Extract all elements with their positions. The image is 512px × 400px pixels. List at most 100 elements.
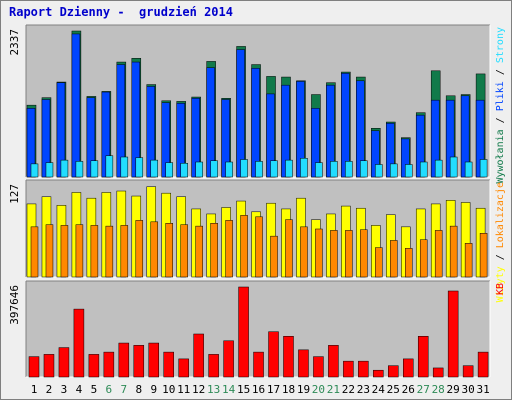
x-tick-label-day-31: 31 [476, 383, 489, 396]
x-tick-label-day-7: 7 [121, 383, 128, 396]
x-tick-label-day-3: 3 [61, 383, 68, 396]
bar-strony-day-16 [255, 161, 263, 178]
bar-sites-day-15 [240, 215, 248, 278]
legend-entry-1: KB [495, 283, 506, 295]
legend-separator: / [495, 111, 506, 129]
bar-strony-day-5 [90, 160, 99, 178]
bar-kb-day-28 [432, 367, 444, 378]
panel-3-legend: KB [495, 283, 506, 295]
x-tick-label-day-16: 16 [252, 383, 265, 396]
legend-entry-2: Lokalizacje [495, 182, 506, 248]
bar-strony-day-8 [135, 157, 144, 178]
x-tick-label-day-1: 1 [31, 383, 38, 396]
bar-kb-day-11 [178, 358, 189, 378]
x-tick-label-day-28: 28 [432, 383, 445, 396]
bar-sites-day-1 [30, 226, 39, 278]
bar-strony-day-11 [180, 163, 188, 178]
bar-strony-day-21 [330, 161, 338, 178]
bar-sites-day-7 [120, 225, 129, 278]
bar-kb-day-27 [417, 336, 429, 378]
panel-1-legend: Wywołania / Pliki / Strony [495, 27, 506, 184]
bar-strony-day-18 [285, 159, 293, 178]
bar-strony-day-30 [464, 161, 473, 178]
x-tick-label-day-22: 22 [342, 383, 355, 396]
x-tick-label-day-5: 5 [91, 383, 98, 396]
bar-sites-day-27 [419, 239, 428, 278]
bar-sites-day-10 [165, 223, 173, 278]
panel-1-max-label: 2337 [8, 29, 21, 56]
bar-strony-day-1 [30, 163, 39, 178]
bar-strony-day-13 [210, 160, 218, 178]
x-tick-label-day-10: 10 [162, 383, 175, 396]
bar-strony-day-17 [270, 160, 278, 178]
bar-sites-day-29 [449, 225, 458, 278]
bar-strony-day-23 [360, 160, 368, 178]
bar-kb-day-21 [328, 345, 339, 378]
panel-2-legend: Wizyty / Lokalizacje [495, 182, 506, 302]
bar-sites-day-3 [60, 225, 69, 278]
bar-kb-day-22 [343, 360, 354, 378]
x-tick-label-day-2: 2 [46, 383, 53, 396]
bar-kb-day-29 [447, 290, 459, 378]
bar-sites-day-24 [375, 247, 383, 278]
bar-kb-day-23 [358, 360, 369, 378]
bar-pliki-day-15 [236, 49, 245, 178]
bar-sites-day-23 [360, 229, 368, 278]
bar-sites-day-22 [345, 230, 353, 278]
bar-strony-day-26 [405, 164, 413, 178]
bar-strony-day-28 [434, 159, 443, 178]
bar-kb-day-2 [43, 354, 55, 378]
bar-kb-day-19 [298, 349, 309, 378]
bar-strony-day-4 [75, 161, 84, 178]
legend-entry-2: Pliki [495, 81, 506, 111]
bar-strony-day-2 [45, 162, 54, 178]
bar-kb-day-25 [388, 365, 399, 378]
x-tick-label-day-24: 24 [372, 383, 386, 396]
bar-strony-day-22 [345, 161, 353, 178]
bar-sites-day-21 [330, 230, 338, 278]
bar-sites-day-8 [135, 220, 144, 278]
bar-sites-day-6 [105, 225, 114, 278]
x-tick-label-day-4: 4 [76, 383, 83, 396]
x-tick-label-day-25: 25 [387, 383, 400, 396]
bar-kb-day-12 [193, 333, 204, 378]
bar-strony-day-12 [195, 161, 203, 178]
bar-kb-day-15 [238, 286, 249, 378]
x-tick-label-day-19: 19 [297, 383, 310, 396]
x-tick-label-day-12: 12 [192, 383, 205, 396]
panel-2-max-label: 127 [8, 184, 21, 204]
x-tick-label-day-13: 13 [207, 383, 220, 396]
bar-sites-day-26 [405, 248, 413, 278]
bar-strony-day-9 [150, 159, 159, 178]
bar-kb-day-6 [103, 351, 115, 378]
panel-3-max-label: 397646 [8, 285, 21, 325]
bar-strony-day-27 [419, 161, 428, 178]
x-tick-label-day-29: 29 [447, 383, 460, 396]
bar-strony-day-6 [105, 155, 114, 178]
bar-sites-day-28 [434, 230, 443, 278]
bar-kb-day-30 [462, 365, 474, 378]
bar-strony-day-31 [479, 159, 488, 178]
bar-kb-day-3 [58, 347, 70, 378]
bar-sites-day-9 [150, 221, 159, 278]
bar-kb-day-16 [253, 351, 264, 378]
x-tick-label-day-17: 17 [267, 383, 280, 396]
bar-kb-day-10 [163, 351, 174, 378]
legend-entry-3: Strony [495, 27, 506, 63]
bar-strony-day-3 [60, 159, 69, 178]
bar-strony-day-14 [225, 161, 233, 178]
bar-sites-day-31 [479, 233, 488, 278]
x-tick-label-day-26: 26 [402, 383, 415, 396]
bar-sites-day-5 [90, 225, 99, 278]
bar-sites-day-2 [45, 224, 54, 278]
bar-kb-day-18 [283, 336, 294, 378]
bar-kb-day-26 [403, 358, 414, 378]
x-tick-label-day-6: 6 [106, 383, 113, 396]
bar-sites-day-25 [390, 240, 398, 278]
bar-strony-day-19 [300, 158, 308, 178]
bar-sites-day-13 [210, 223, 218, 278]
bar-sites-day-30 [464, 243, 473, 278]
bar-strony-day-29 [449, 156, 458, 178]
bar-strony-day-7 [120, 156, 129, 178]
